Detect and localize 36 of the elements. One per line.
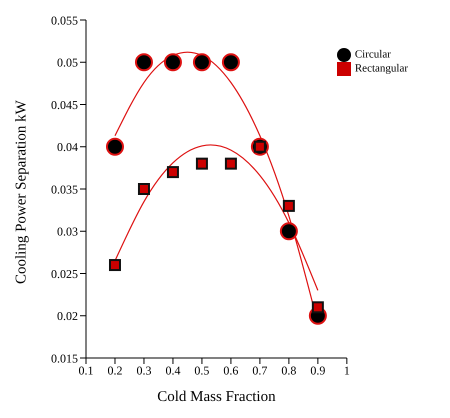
x-tick-label: 0.3: [136, 364, 152, 378]
y-tick-label: 0.04: [57, 140, 78, 154]
x-tick-label: 0.8: [281, 364, 296, 378]
point: [280, 222, 298, 240]
x-tick-label: 0.2: [107, 364, 122, 378]
x-tick-label: 0.9: [310, 364, 326, 378]
point: [192, 53, 211, 72]
point: [134, 53, 153, 72]
legend-label: Circular: [354, 48, 391, 61]
x-tick-label: 0.1: [78, 364, 94, 378]
x-tick-label: 0.4: [165, 364, 180, 378]
x-axis-title: Cold Mass Fraction: [157, 389, 276, 405]
point: [138, 183, 150, 195]
point: [106, 138, 124, 156]
point: [312, 301, 324, 314]
x-tick-label: 0.7: [252, 364, 268, 378]
point: [166, 166, 179, 178]
y-tick-label: 0.035: [51, 182, 78, 196]
y-tick-label: 0.055: [51, 13, 78, 28]
point: [196, 158, 208, 170]
y-tick-label: 0.05: [57, 56, 78, 70]
point: [224, 158, 237, 170]
legend-label: Rectangular: [354, 62, 408, 75]
point: [282, 200, 295, 212]
point: [222, 53, 240, 72]
y-axis-title: Cooling Power Separation kW: [13, 99, 30, 284]
x-tick-label: 0.6: [223, 364, 238, 378]
y-tick-label: 0.015: [51, 351, 78, 366]
point: [164, 53, 182, 72]
x-tick-label: 0.5: [194, 364, 210, 378]
y-tick-label: 0.03: [57, 224, 78, 239]
y-tick-label: 0.025: [51, 266, 78, 281]
x-tick-label: 1: [344, 364, 350, 378]
y-tick-label: 0.02: [57, 309, 78, 324]
y-tick-label: 0.045: [51, 98, 78, 112]
point: [108, 259, 121, 272]
